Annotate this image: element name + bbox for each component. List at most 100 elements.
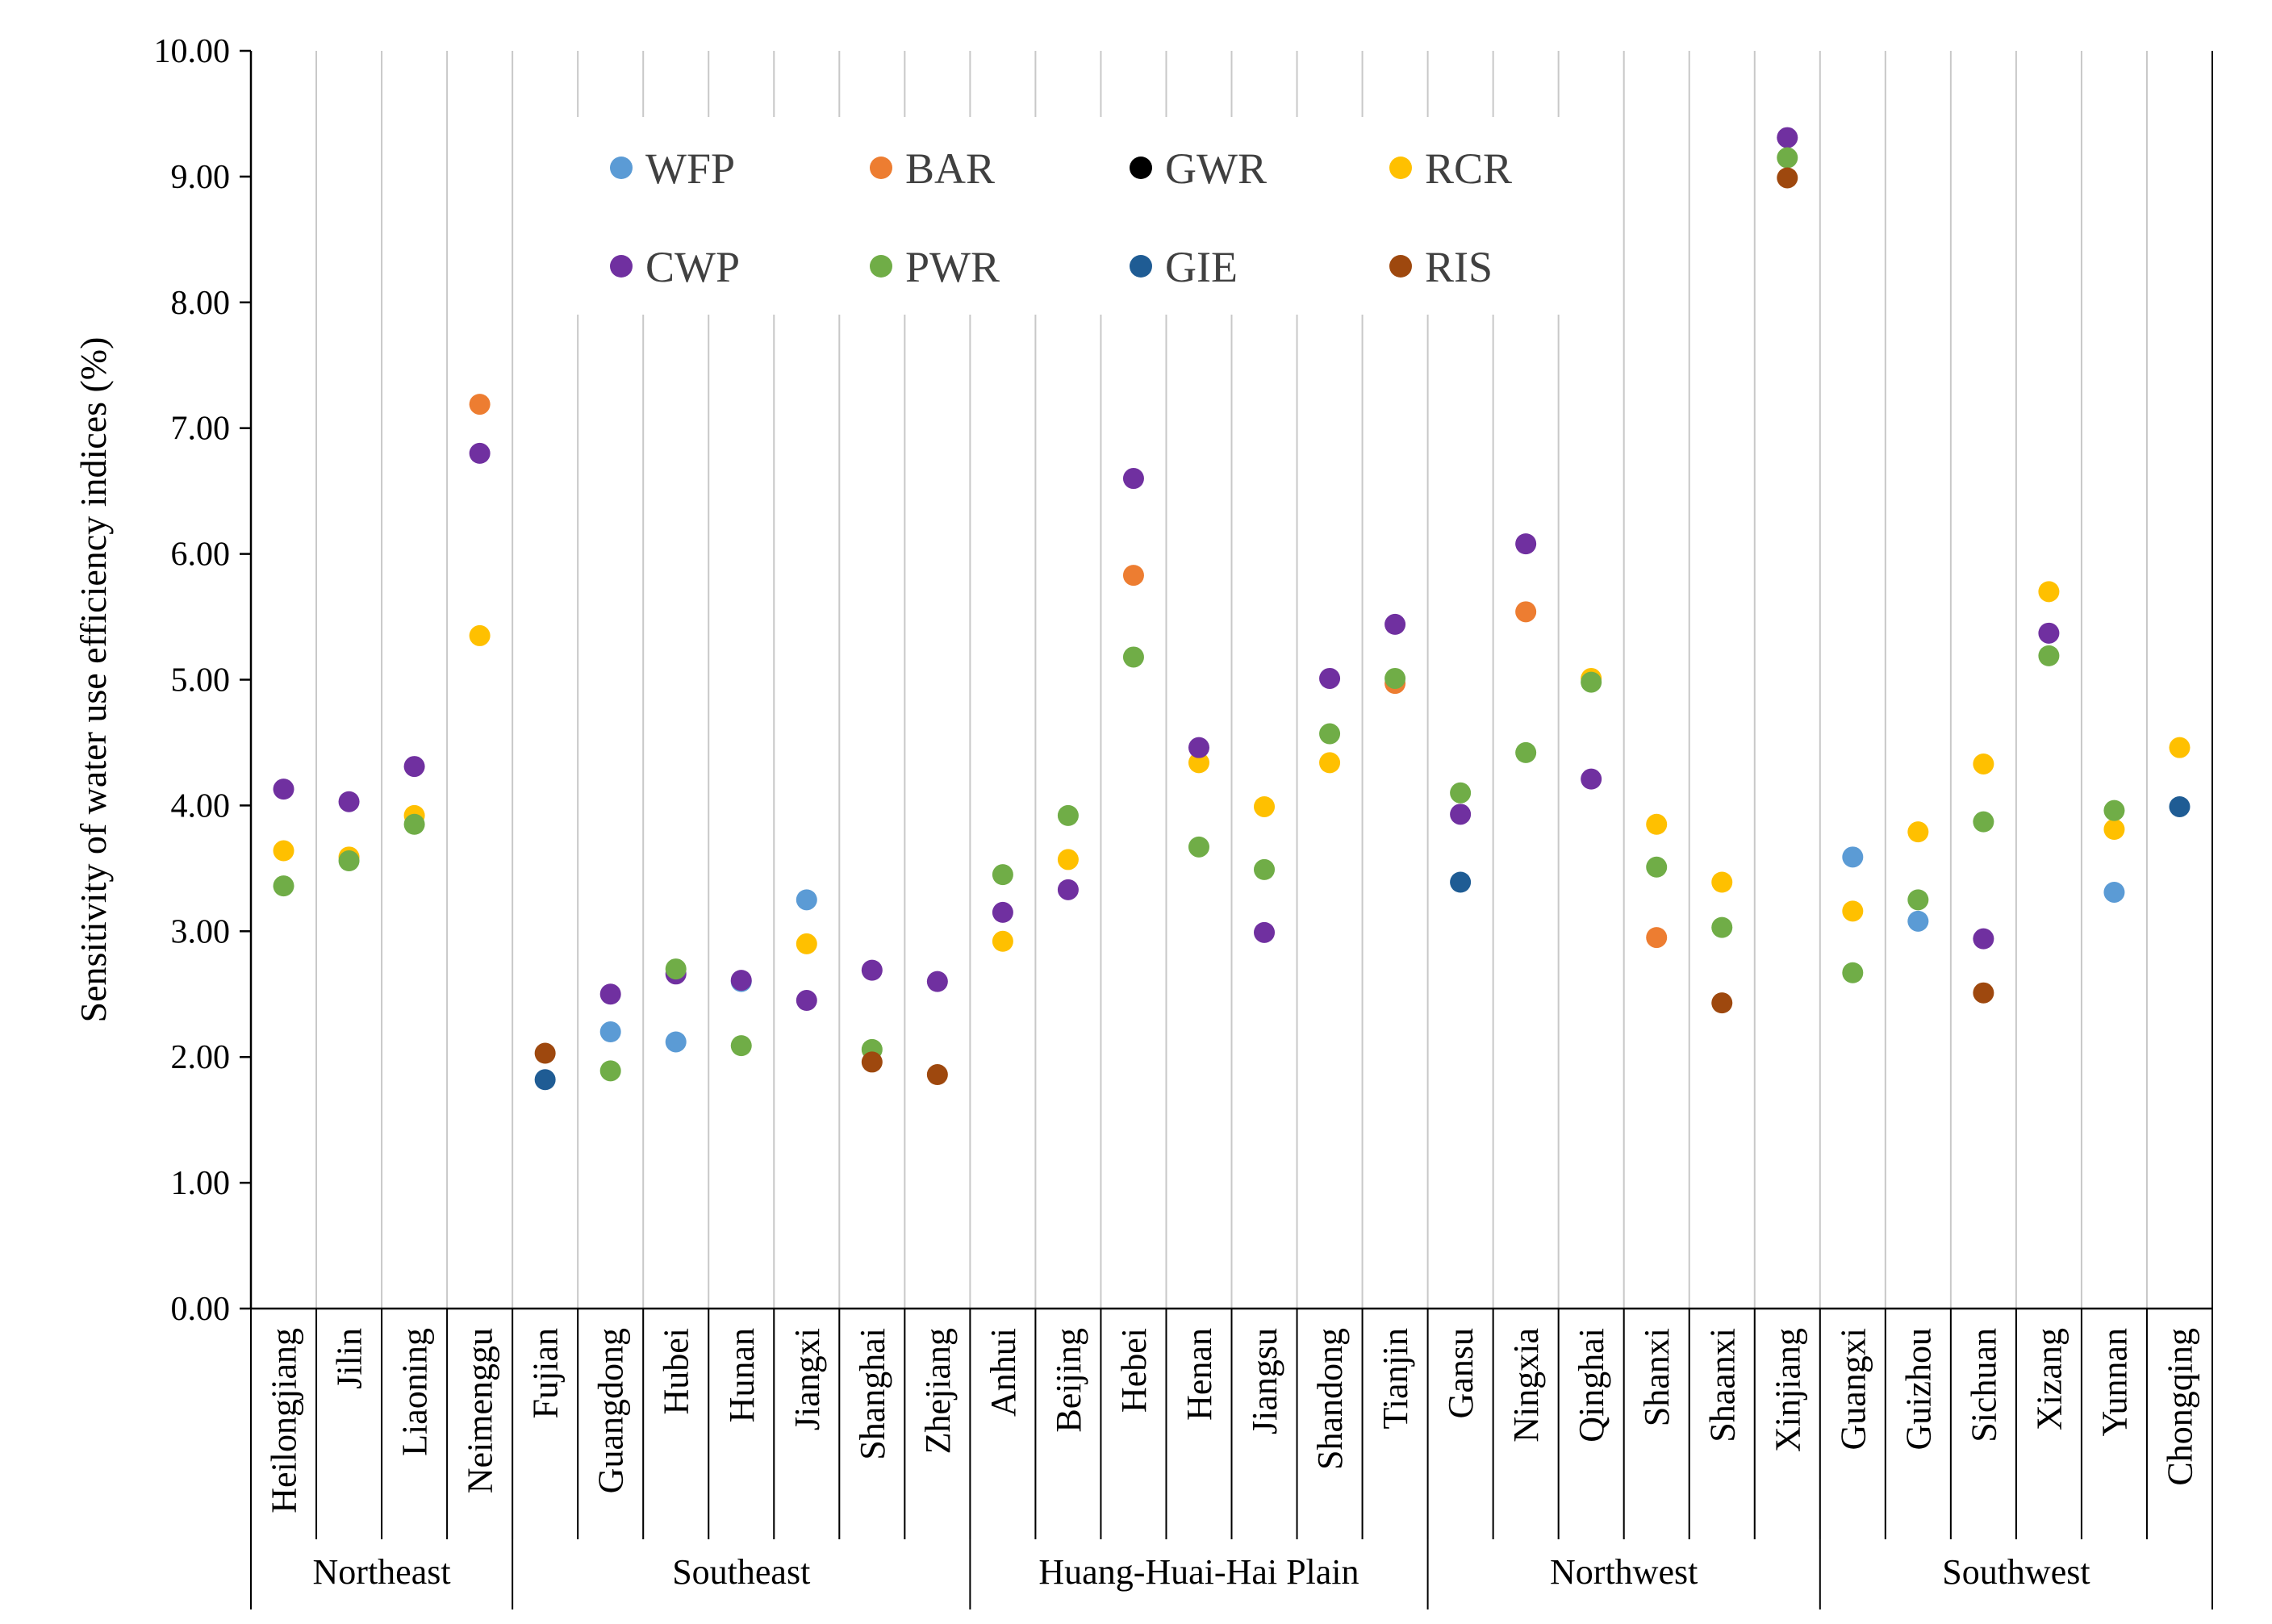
data-point-pwr — [1581, 671, 1602, 693]
data-point-gie — [2169, 795, 2191, 817]
x-tick-label: Jiangsu — [1245, 1328, 1284, 1434]
legend-marker-ris[interactable] — [1389, 255, 1412, 278]
legend-label-ris[interactable]: RIS — [1425, 243, 1493, 291]
y-tick-label: 2.00 — [171, 1039, 231, 1076]
data-point-wfp — [1842, 846, 1864, 868]
data-point-cwp — [1515, 533, 1537, 555]
x-tick-label: Liaoning — [395, 1328, 435, 1456]
x-tick-label: Tianjin — [1376, 1328, 1415, 1430]
data-point-cwp — [861, 959, 883, 981]
group-label: Southeast — [672, 1552, 810, 1592]
data-point-rcr — [273, 840, 294, 862]
y-tick-label: 7.00 — [171, 411, 231, 448]
data-point-pwr — [1711, 916, 1733, 938]
data-point-gie — [534, 1069, 556, 1091]
data-point-cwp — [1450, 804, 1472, 825]
x-tick-label: Henan — [1180, 1328, 1219, 1421]
data-point-cwp — [1319, 667, 1341, 689]
data-point-rcr — [1711, 871, 1733, 893]
data-point-pwr — [1450, 782, 1472, 804]
data-point-pwr — [2103, 799, 2125, 821]
x-tick-label: Ningxia — [1506, 1328, 1546, 1442]
legend-label-rcr[interactable]: RCR — [1425, 144, 1512, 193]
y-tick-labels: 0.00 1.00 2.00 3.00 4.00 5.00 6.00 7.00 8.00 9.00… — [154, 33, 231, 1328]
data-point-gie — [1450, 871, 1472, 893]
group-label: Northeast — [313, 1552, 451, 1592]
x-tick-label: Zhejiang — [918, 1328, 958, 1454]
data-point-pwr — [273, 875, 294, 897]
data-point-pwr — [1646, 856, 1668, 878]
legend-marker-gie[interactable] — [1130, 255, 1152, 278]
legend-marker-wfp[interactable] — [610, 157, 633, 179]
y-tick-label: 5.00 — [171, 662, 231, 699]
axes — [240, 49, 2213, 1539]
x-tick-label: Xizang — [2029, 1328, 2069, 1430]
data-point-ris — [861, 1051, 883, 1073]
data-point-pwr — [665, 958, 687, 980]
legend-marker-pwr[interactable] — [870, 255, 892, 278]
data-point-ris — [1777, 167, 1798, 189]
x-tick-label: Gansu — [1441, 1328, 1481, 1418]
data-point-pwr — [1254, 858, 1276, 880]
y-tick-label: 6.00 — [171, 536, 231, 574]
data-point-wfp — [599, 1021, 621, 1043]
data-point-rcr — [1842, 900, 1864, 922]
legend-label-gie[interactable]: GIE — [1165, 243, 1238, 291]
x-tick-label: Jiangxi — [787, 1328, 827, 1430]
data-point-rcr — [469, 624, 491, 646]
data-point-rcr — [1188, 752, 1209, 774]
group-label: Northwest — [1550, 1552, 1698, 1592]
data-point-bar — [1515, 601, 1537, 623]
data-point-pwr — [1973, 811, 1994, 833]
data-point-rcr — [1057, 849, 1079, 870]
legend-label-wfp[interactable]: WFP — [645, 144, 735, 193]
x-tick-label: Hunan — [722, 1328, 762, 1422]
legend[interactable]: WFP BAR GWR RCR CWP PWR GIE RIS — [610, 144, 1512, 291]
data-point-pwr — [1188, 836, 1209, 858]
data-point-pwr — [1515, 741, 1537, 763]
data-point-pwr — [403, 813, 425, 835]
legend-label-gwr[interactable]: GWR — [1165, 144, 1267, 193]
legend-box — [574, 117, 1587, 315]
data-point-cwp — [1973, 928, 1994, 950]
x-tick-labels: Heilongjiang Jilin Liaoning Neimenggu Fujian… — [265, 1328, 2200, 1513]
legend-marker-gwr[interactable] — [1130, 157, 1152, 179]
data-point-ris — [1711, 992, 1733, 1014]
data-point-cwp — [1384, 613, 1406, 635]
y-tick-label: 0.00 — [171, 1291, 231, 1328]
y-tick-label: 10.00 — [154, 33, 231, 70]
data-point-rcr — [1254, 795, 1276, 817]
data-point-cwp — [1581, 768, 1602, 790]
x-tick-label: Shandong — [1310, 1328, 1350, 1470]
data-points — [273, 127, 2191, 1091]
data-point-rcr — [1907, 821, 1929, 843]
x-tick-label: Hubei — [657, 1328, 696, 1415]
legend-marker-cwp[interactable] — [610, 255, 633, 278]
region-group-labels: Northeast Southeast Huang-Huai-Hai Plain No… — [250, 1539, 2213, 1609]
x-tick-label: Fujian — [526, 1328, 566, 1418]
y-axis-title: Sensitivity of water use efficiency indi… — [73, 337, 114, 1023]
x-tick-label: Jilin — [330, 1328, 370, 1389]
data-point-pwr — [1907, 889, 1929, 911]
y-tick-label: 3.00 — [171, 913, 231, 950]
data-point-pwr — [1777, 147, 1798, 169]
x-tick-label: Guangdong — [591, 1328, 631, 1493]
x-tick-label: Chongqing — [2160, 1328, 2199, 1486]
legend-marker-bar[interactable] — [870, 157, 892, 179]
y-tick-label: 9.00 — [171, 159, 231, 196]
data-point-cwp — [469, 442, 491, 464]
data-point-cwp — [403, 756, 425, 778]
data-point-pwr — [1842, 962, 1864, 983]
data-point-pwr — [2038, 645, 2060, 666]
x-tick-label: Neimenggu — [461, 1328, 500, 1493]
x-tick-label: Anhui — [984, 1328, 1023, 1417]
legend-label-bar[interactable]: BAR — [905, 144, 995, 193]
legend-label-pwr[interactable]: PWR — [905, 243, 1000, 291]
data-point-pwr — [730, 1035, 752, 1057]
data-point-cwp — [926, 971, 948, 992]
data-point-wfp — [2103, 881, 2125, 903]
legend-label-cwp[interactable]: CWP — [645, 243, 740, 291]
legend-marker-rcr[interactable] — [1389, 157, 1412, 179]
